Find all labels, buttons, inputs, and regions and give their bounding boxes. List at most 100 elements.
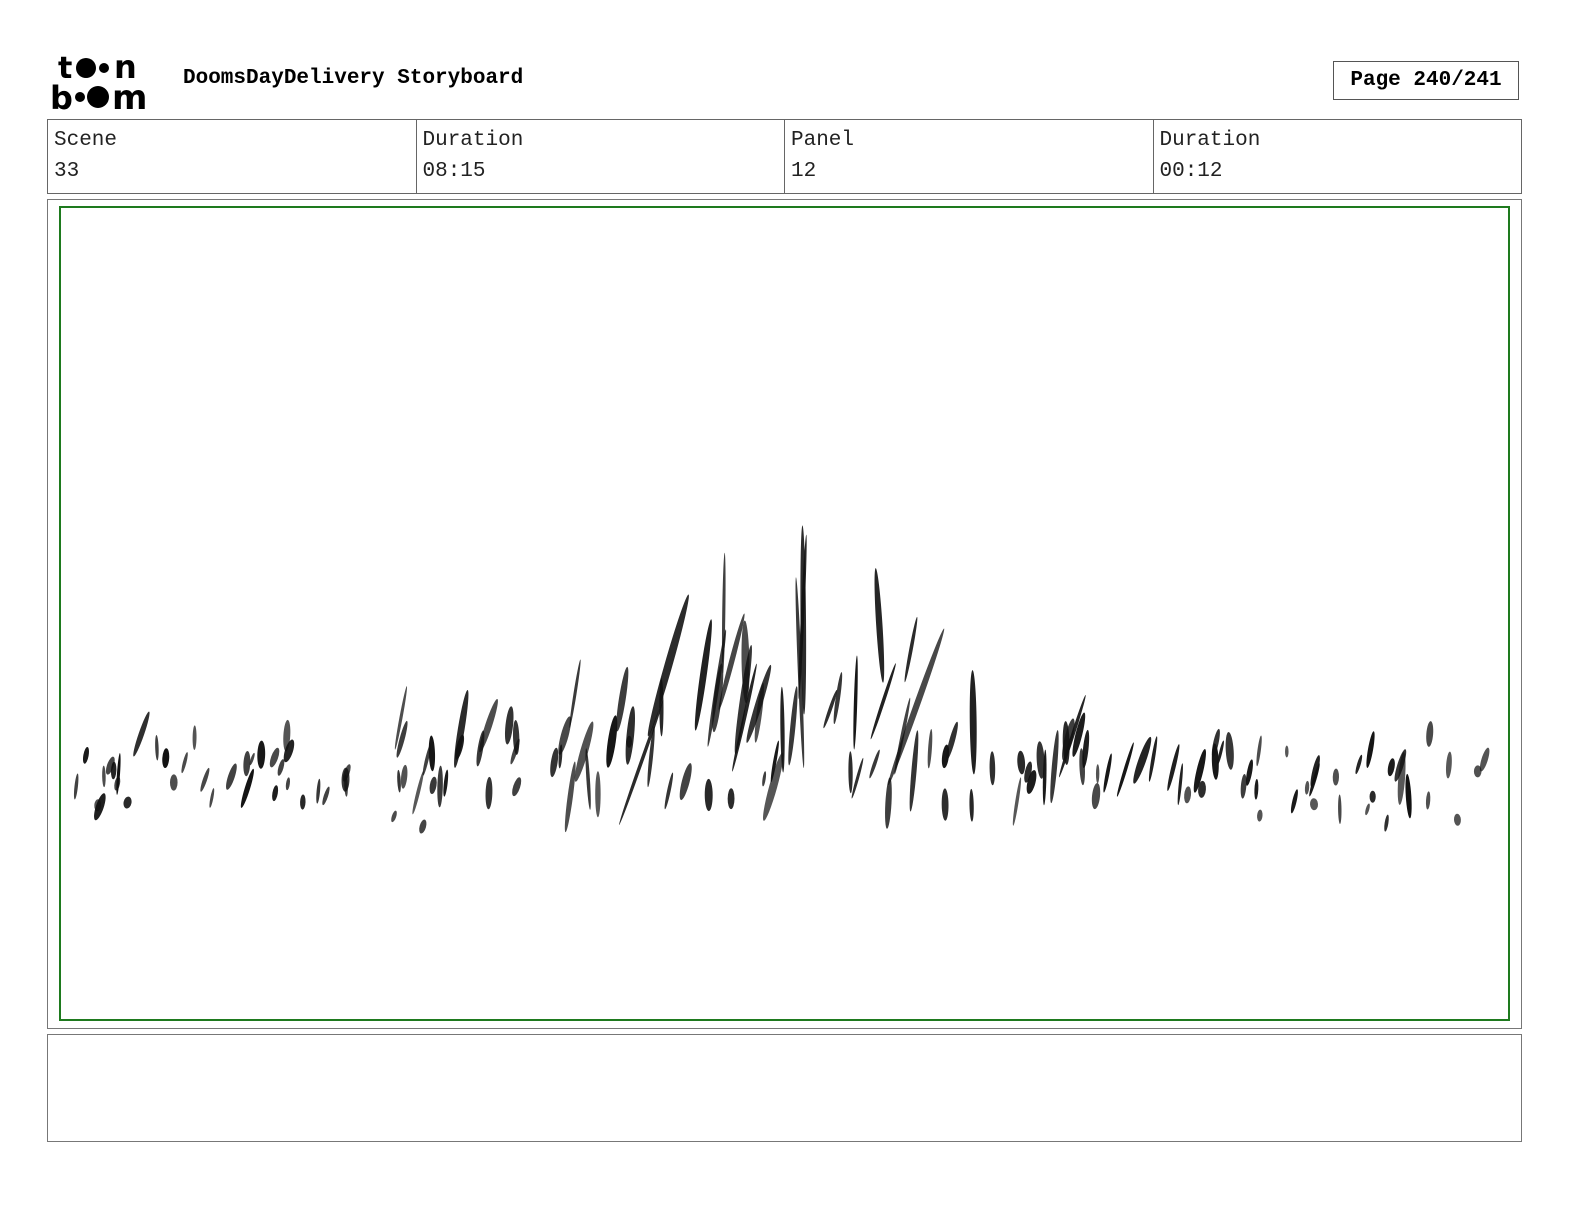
grass-stroke	[391, 810, 397, 823]
grass-stroke	[162, 748, 170, 769]
panel-frame	[47, 199, 1522, 1029]
grass-stroke	[504, 706, 514, 745]
grass-stroke	[1355, 754, 1363, 775]
grass-stroke	[400, 764, 408, 789]
grass-stroke	[851, 757, 864, 799]
svg-text:b: b	[50, 79, 73, 112]
grass-stroke	[1384, 814, 1389, 832]
grass-stroke	[479, 698, 498, 753]
grass-stroke	[1425, 791, 1431, 810]
grass-stroke	[94, 799, 102, 812]
grass-stroke	[1309, 798, 1319, 811]
grass-stroke	[619, 700, 664, 825]
grass-stroke	[82, 746, 89, 764]
grass-stroke	[394, 686, 408, 750]
grass-stroke	[102, 765, 106, 788]
grass-stroke	[1240, 773, 1247, 799]
grass-stroke	[1184, 786, 1192, 804]
grass-stroke	[322, 786, 330, 806]
grass-stroke	[1394, 749, 1407, 782]
grass-stroke	[169, 774, 178, 791]
grass-stroke	[1133, 736, 1152, 784]
grass-stroke	[1095, 764, 1100, 784]
grass-stroke	[718, 613, 745, 710]
grass-stroke	[626, 735, 633, 748]
scene-duration-value: 08:15	[422, 160, 486, 183]
grass-stroke	[429, 776, 437, 795]
grass-stroke	[1453, 813, 1461, 826]
grass-stroke	[455, 734, 465, 760]
grass-stroke	[1366, 731, 1375, 769]
grass-stroke	[909, 730, 919, 812]
grass-stroke	[269, 747, 280, 768]
panel-duration-label: Duration	[1159, 129, 1261, 152]
grass-stroke	[1426, 721, 1434, 747]
grass-stroke	[1332, 768, 1340, 786]
panel-info-table: Scene 33 Duration 08:15 Panel 12 Duratio…	[47, 119, 1522, 194]
scene-value: 33	[54, 160, 80, 183]
grass-stroke	[664, 772, 674, 810]
grass-stroke	[647, 725, 655, 788]
grass-stroke	[396, 720, 408, 758]
grass-stroke	[419, 819, 427, 834]
grass-stroke	[869, 749, 880, 779]
grass-stroke	[625, 706, 635, 765]
grass-stroke	[874, 568, 885, 683]
grass-stroke	[1091, 783, 1101, 810]
grass-stroke	[123, 796, 132, 809]
grass-stroke	[510, 738, 520, 765]
grass-stroke	[1059, 694, 1086, 778]
grass-stroke	[412, 770, 424, 815]
grass-stroke	[200, 767, 210, 792]
grass-stroke	[885, 777, 892, 829]
grass-stroke	[564, 761, 576, 833]
panel-value: 12	[791, 160, 817, 183]
grass-stroke	[277, 759, 285, 776]
grass-stroke	[437, 765, 443, 808]
grass-stroke	[1387, 758, 1395, 777]
grass-stroke	[344, 774, 348, 797]
grass-stroke	[1177, 763, 1183, 806]
grass-stroke	[969, 670, 977, 775]
grass-stroke	[1116, 742, 1134, 797]
grass-stroke	[1304, 780, 1310, 795]
grass-stroke	[712, 663, 724, 733]
grass-stroke	[989, 751, 996, 786]
grass-stroke	[1198, 780, 1206, 798]
grass-stroke	[209, 788, 215, 808]
grass-stroke	[192, 725, 197, 750]
grass-stroke	[823, 689, 838, 729]
grass-stroke	[1245, 759, 1253, 786]
grass-stroke	[1369, 790, 1376, 803]
grass-stroke	[1050, 730, 1059, 804]
grass-stroke	[1072, 712, 1086, 757]
grass-stroke	[110, 761, 117, 780]
grass-stroke	[927, 729, 933, 769]
grass-stroke	[1256, 735, 1262, 767]
grass-stroke	[941, 788, 949, 821]
grass-stroke	[105, 756, 115, 775]
grass-stroke	[1473, 765, 1482, 778]
grass-stroke	[181, 752, 188, 774]
grass-stroke	[558, 716, 572, 755]
grass-stroke	[397, 769, 401, 793]
grass-stroke	[833, 672, 843, 725]
grass-stroke	[1193, 748, 1206, 793]
grass-sketch-drawing	[73, 525, 1490, 834]
grass-stroke	[762, 771, 767, 787]
grass-stroke	[1103, 753, 1112, 793]
grass-stroke	[300, 794, 306, 810]
grass-stroke	[550, 747, 559, 778]
grass-stroke	[485, 776, 493, 810]
grass-stroke	[1148, 736, 1158, 782]
grass-stroke	[616, 666, 629, 732]
grass-stroke	[1257, 809, 1263, 822]
grass-stroke	[788, 686, 798, 766]
grass-stroke	[316, 778, 321, 804]
panel-label: Panel	[791, 129, 855, 152]
grass-stroke	[283, 719, 291, 752]
grass-stroke	[574, 721, 594, 782]
grass-stroke	[853, 655, 858, 750]
grass-stroke	[133, 711, 150, 757]
grass-stroke	[443, 769, 449, 797]
